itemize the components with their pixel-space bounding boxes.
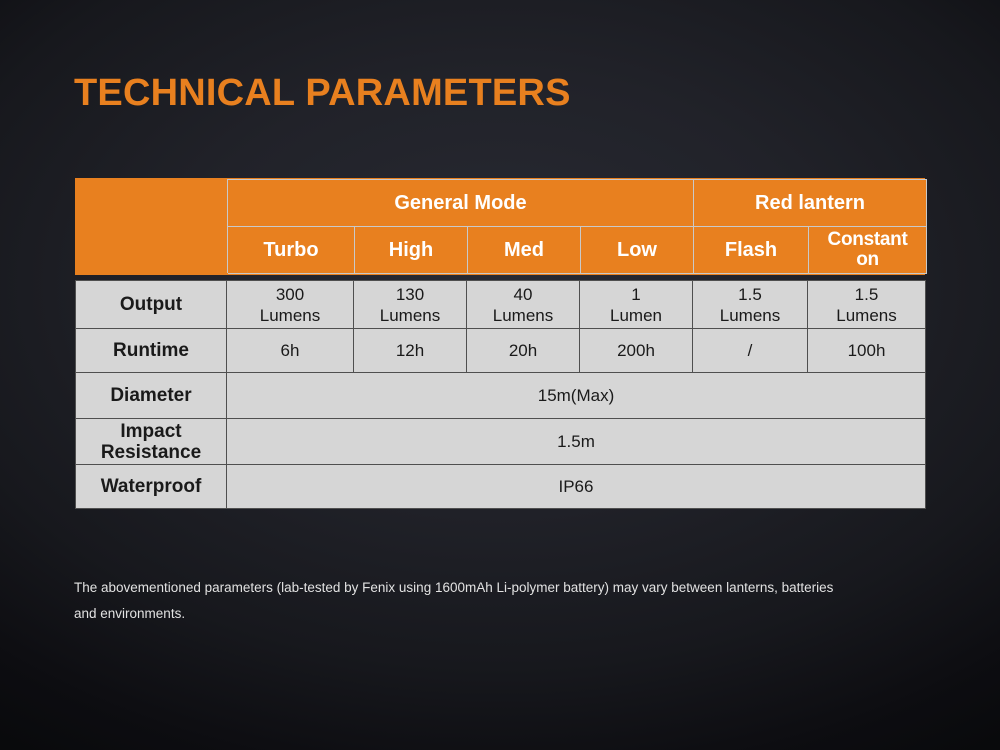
cell-waterproof-value: IP66	[226, 464, 926, 509]
cell-output-flash: 1.5 Lumens	[692, 280, 808, 329]
cell-output-constant-on: 1.5 Lumens	[807, 280, 926, 329]
cell-output-high-value: 130	[395, 284, 425, 304]
header-corner-cell	[76, 179, 228, 274]
cell-runtime-turbo: 6h	[226, 328, 354, 373]
cell-output-flash-value: 1.5	[738, 284, 762, 304]
header-group-general-mode: General Mode	[226, 179, 695, 227]
table-row: Waterproof IP66	[75, 464, 926, 509]
table-row: Runtime 6h 12h 20h 200h / 100h	[75, 328, 926, 373]
cell-output-high: 130 Lumens	[353, 280, 467, 329]
footnote-text: The abovementioned parameters (lab-teste…	[74, 580, 834, 621]
cell-output-med-value: 40	[513, 284, 533, 304]
cell-output-low-value: 1	[631, 284, 641, 304]
row-label-impact-resistance-line2: Resistance	[100, 441, 202, 463]
header-col-flash: Flash	[693, 226, 810, 274]
table-header-block: General Mode Red lantern Turbo High Med …	[75, 178, 928, 275]
cell-output-flash-unit: Lumens	[719, 305, 781, 325]
header-col-constant-on-line1: Constant	[827, 229, 908, 250]
cell-output-low-unit: Lumen	[610, 305, 662, 325]
page-title: TECHNICAL PARAMETERS	[74, 72, 571, 114]
table-row: Diameter 15m(Max)	[75, 372, 926, 419]
header-col-constant-on: Constant on	[808, 226, 928, 274]
cell-output-constant-on-unit: Lumens	[836, 305, 897, 325]
table-row: Impact Resistance 1.5m	[75, 418, 926, 465]
cell-output-med-unit: Lumens	[492, 305, 554, 325]
cell-output-turbo-value: 300	[275, 284, 305, 304]
row-label-diameter: Diameter	[75, 372, 227, 419]
row-label-impact-resistance-line1: Impact	[120, 420, 182, 442]
header-col-low: Low	[579, 226, 695, 274]
cell-impact-resistance-value: 1.5m	[226, 418, 926, 465]
cell-runtime-high: 12h	[353, 328, 467, 373]
cell-output-high-unit: Lumens	[379, 305, 441, 325]
technical-parameters-table: General Mode Red lantern Turbo High Med …	[75, 178, 928, 509]
cell-output-med: 40 Lumens	[466, 280, 580, 329]
row-label-impact-resistance: Impact Resistance	[75, 418, 227, 465]
header-col-constant-on-line2: on	[856, 249, 879, 270]
header-group-red-lantern: Red lantern	[693, 179, 928, 227]
cell-runtime-flash: /	[692, 328, 808, 373]
table-header-column-row: Turbo High Med Low Flash Constant on	[77, 226, 928, 274]
cell-output-constant-on-value: 1.5	[854, 284, 879, 304]
row-label-output: Output	[75, 280, 227, 329]
table-body-block: Output 300 Lumens 130 Lumens 40 Lumens	[75, 280, 926, 509]
cell-runtime-constant-on: 100h	[807, 328, 926, 373]
cell-diameter-value: 15m(Max)	[226, 372, 926, 419]
header-col-turbo: Turbo	[227, 226, 355, 274]
header-col-med: Med	[467, 226, 581, 274]
table-row: Output 300 Lumens 130 Lumens 40 Lumens	[75, 280, 926, 329]
table-header-group-row: General Mode Red lantern	[76, 179, 928, 274]
cell-output-turbo-unit: Lumens	[259, 305, 321, 325]
row-label-runtime: Runtime	[75, 328, 227, 373]
cell-runtime-low: 200h	[579, 328, 693, 373]
cell-runtime-med: 20h	[466, 328, 580, 373]
row-label-waterproof: Waterproof	[75, 464, 227, 509]
cell-output-low: 1 Lumen	[579, 280, 693, 329]
cell-output-turbo: 300 Lumens	[226, 280, 354, 329]
header-col-high: High	[354, 226, 468, 274]
